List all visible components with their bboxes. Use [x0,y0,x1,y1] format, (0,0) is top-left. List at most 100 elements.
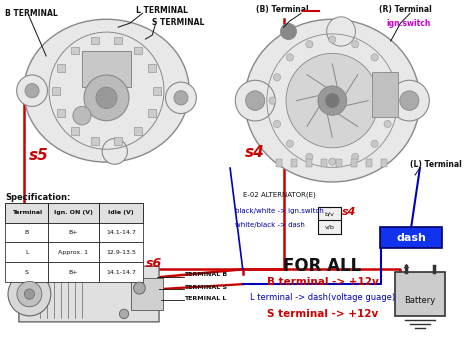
FancyBboxPatch shape [380,226,442,248]
FancyBboxPatch shape [99,242,144,262]
Text: Ign. ON (V): Ign. ON (V) [54,210,93,215]
FancyBboxPatch shape [48,203,99,223]
Bar [71,127,79,135]
Text: TERMINAL L: TERMINAL L [184,296,227,301]
FancyBboxPatch shape [5,203,48,223]
Circle shape [286,53,379,148]
FancyBboxPatch shape [318,207,341,221]
Circle shape [328,36,336,43]
Text: S: S [25,270,28,275]
Bar [321,159,328,167]
Circle shape [328,158,336,165]
Text: Specification:: Specification: [5,193,71,202]
Circle shape [84,75,129,121]
Text: s6: s6 [146,257,162,271]
Circle shape [352,153,359,161]
Circle shape [269,97,276,104]
Circle shape [273,120,281,127]
Bar [291,159,297,167]
Circle shape [102,138,128,164]
Bar [57,65,65,72]
FancyBboxPatch shape [48,262,99,282]
FancyBboxPatch shape [394,272,445,316]
Text: TERMINAL S: TERMINAL S [184,285,228,290]
Circle shape [25,83,39,98]
Text: 12.9-13.5: 12.9-13.5 [106,250,136,255]
FancyBboxPatch shape [99,262,144,282]
Circle shape [384,120,391,127]
Bar [148,65,156,72]
Text: L: L [25,250,28,255]
Circle shape [389,97,396,104]
Text: 14.1-14.7: 14.1-14.7 [106,270,136,275]
Text: L terminal -> dash(voltage guage): L terminal -> dash(voltage guage) [250,293,395,302]
Text: white/black -> dash: white/black -> dash [235,222,305,228]
Bar [71,47,79,54]
Circle shape [174,91,188,105]
FancyBboxPatch shape [82,51,131,87]
Circle shape [286,140,293,147]
Text: Idle (V): Idle (V) [108,210,134,215]
Text: (R) Terminal: (R) Terminal [379,5,432,14]
Text: s4: s4 [245,145,264,160]
FancyBboxPatch shape [99,223,144,242]
FancyBboxPatch shape [19,266,159,322]
Text: (B) Terminal: (B) Terminal [256,5,309,14]
Circle shape [281,23,296,40]
Circle shape [325,93,339,108]
Circle shape [306,153,313,161]
Circle shape [306,40,313,48]
Text: B: B [25,230,29,235]
Circle shape [8,272,51,316]
Text: FOR ALL: FOR ALL [283,257,362,275]
Circle shape [73,106,91,125]
Circle shape [371,140,378,147]
Bar [114,37,122,44]
Circle shape [371,54,378,61]
Text: E-02 ALTERNATOR(E): E-02 ALTERNATOR(E) [243,192,316,198]
FancyBboxPatch shape [5,262,48,282]
Text: 14.1-14.7: 14.1-14.7 [106,230,136,235]
Text: L TERMINAL: L TERMINAL [136,6,188,15]
Bar [52,87,60,95]
Text: B+: B+ [69,230,78,235]
FancyBboxPatch shape [5,223,48,242]
Text: v/b: v/b [324,224,334,229]
Bar [114,137,122,145]
Bar [306,159,312,167]
Text: S terminal -> +12v: S terminal -> +12v [267,309,378,319]
Circle shape [286,54,293,61]
Bar [134,47,142,54]
FancyBboxPatch shape [131,278,163,310]
Text: +: + [402,263,409,272]
Bar [276,159,283,167]
Circle shape [134,282,145,294]
Bar [134,127,142,135]
Text: (L) Terminal: (L) Terminal [410,160,462,169]
FancyBboxPatch shape [372,72,398,117]
Circle shape [17,282,42,307]
Bar [91,137,99,145]
Text: -: - [432,263,436,272]
Circle shape [327,17,356,46]
Circle shape [384,73,391,81]
FancyBboxPatch shape [48,242,99,262]
Bar [351,159,357,167]
Text: S TERMINAL: S TERMINAL [152,18,205,27]
Circle shape [318,86,346,115]
Circle shape [273,73,281,81]
Text: ign.switch: ign.switch [387,19,431,28]
FancyBboxPatch shape [318,220,341,234]
Text: Battery: Battery [404,295,436,305]
Text: B+: B+ [69,270,78,275]
Ellipse shape [24,19,189,162]
Text: b/v: b/v [324,211,334,216]
Text: dash: dash [396,233,426,242]
FancyBboxPatch shape [5,242,48,262]
Bar [336,159,342,167]
Bar [148,109,156,117]
Text: B terminal -> +12v: B terminal -> +12v [267,277,378,287]
Bar [91,37,99,44]
Circle shape [352,40,359,48]
Bar [153,87,161,95]
